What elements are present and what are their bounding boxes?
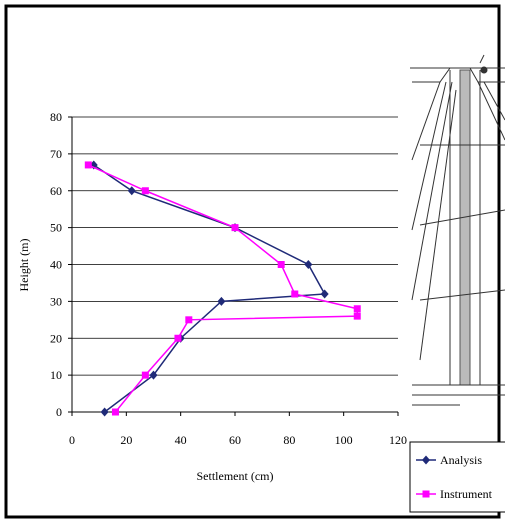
y-tick-label: 80	[50, 110, 62, 124]
marker	[304, 260, 313, 269]
marker	[141, 371, 149, 379]
marker	[127, 186, 136, 196]
y-tick-label: 0	[56, 405, 62, 419]
marker	[141, 187, 149, 195]
dam-diagram	[410, 54, 505, 406]
x-tick-label: 100	[335, 433, 353, 447]
y-tick-label: 40	[50, 258, 62, 272]
legend-box	[409, 441, 505, 513]
marker	[111, 408, 119, 416]
marker	[291, 290, 299, 298]
marker	[149, 370, 158, 380]
y-tick-label: 60	[50, 184, 62, 198]
x-axis-label: Settlement (cm)	[197, 469, 274, 483]
frame	[4, 4, 501, 519]
marker	[174, 334, 182, 342]
legend-label: Analysis	[440, 453, 482, 467]
marker	[217, 296, 226, 306]
x-tick-label: 120	[389, 433, 407, 447]
x-tick-label: 80	[283, 433, 295, 447]
marker	[84, 161, 92, 169]
x-tick-label: 40	[175, 433, 187, 447]
marker	[422, 455, 430, 465]
marker	[320, 289, 329, 299]
marker	[185, 316, 193, 324]
y-tick-label: 30	[50, 294, 62, 308]
y-tick-label: 70	[50, 147, 62, 161]
y-tick-label: 10	[50, 368, 62, 382]
marker	[277, 261, 285, 268]
marker	[100, 407, 109, 417]
marker	[422, 490, 430, 498]
y-tick-label: 50	[50, 221, 62, 235]
x-tick-label: 0	[69, 433, 75, 447]
x-tick-label: 20	[120, 433, 132, 447]
legend-label: Instrument	[440, 487, 493, 501]
y-axis-label: Height (m)	[17, 239, 31, 292]
marker	[353, 312, 361, 320]
marker	[353, 305, 361, 313]
marker	[231, 224, 239, 232]
x-tick-label: 60	[229, 433, 241, 447]
y-tick-label: 20	[50, 331, 62, 345]
